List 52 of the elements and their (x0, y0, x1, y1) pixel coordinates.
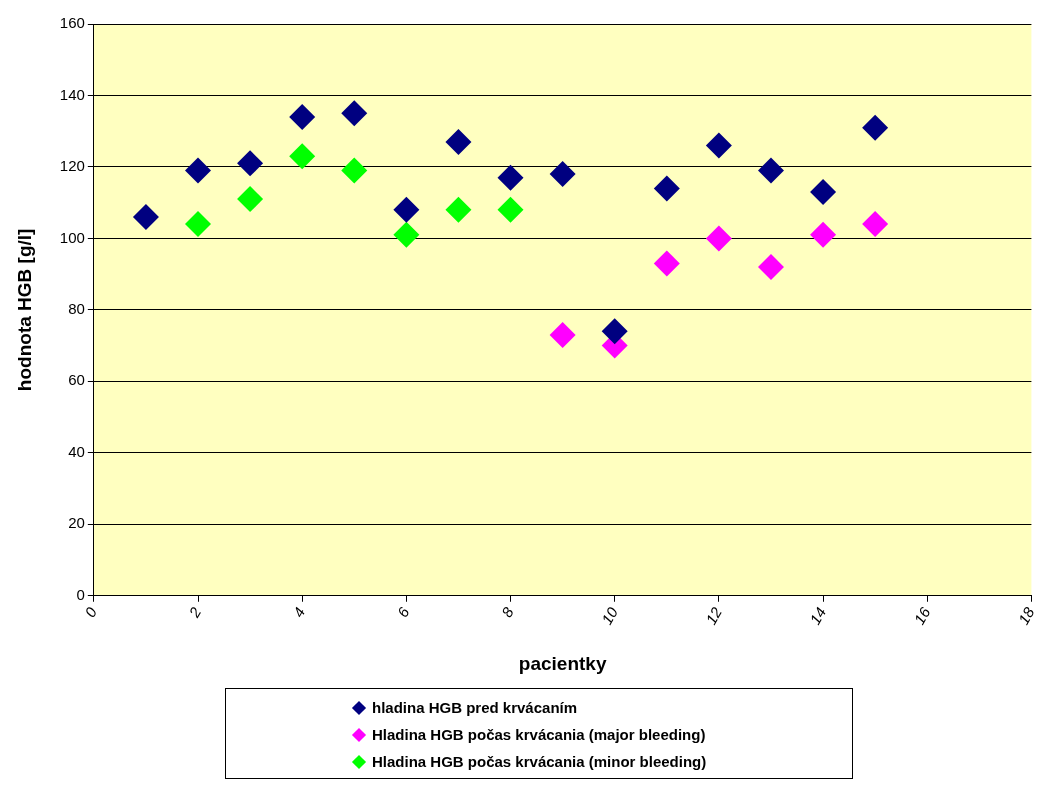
y-tick-label: 120 (59, 157, 85, 175)
point (445, 196, 472, 223)
legend-label: Hladina HGB počas krvácania (minor bleeding) (372, 753, 707, 770)
x-tick-label: 14 (806, 604, 830, 628)
x-axis-title: pacientky (518, 652, 607, 674)
point (862, 211, 889, 238)
point (810, 221, 837, 248)
point (393, 196, 420, 223)
x-tick-label: 16 (910, 603, 934, 628)
y-tick-label: 0 (76, 585, 85, 603)
x-tick-label: 0 (81, 603, 101, 621)
point (445, 128, 472, 155)
point (341, 100, 368, 127)
point (185, 211, 211, 238)
point (653, 175, 680, 202)
point (549, 321, 576, 348)
point (497, 164, 524, 191)
point (393, 221, 420, 248)
legend-label: Hladina HGB počas krvácania (major bleeding) (372, 726, 706, 743)
x-tick-label: 8 (497, 603, 518, 621)
y-tick-label: 140 (59, 85, 85, 103)
point (862, 114, 889, 141)
point (185, 157, 211, 184)
point (132, 203, 159, 230)
y-tick-label: 20 (68, 514, 85, 532)
y-tick-label: 80 (68, 300, 85, 318)
point (601, 318, 628, 345)
point (237, 150, 264, 177)
legend-label: hladina HGB pred krvácaním (372, 699, 578, 716)
point (705, 132, 732, 159)
x-tick-label: 12 (702, 603, 726, 628)
point (653, 250, 680, 277)
point (497, 196, 524, 223)
x-tick-label: 2 (184, 603, 205, 621)
point (341, 157, 368, 184)
point (549, 161, 576, 188)
y-tick-label: 60 (68, 371, 85, 389)
point (289, 103, 316, 130)
point (237, 186, 264, 213)
point (810, 178, 837, 205)
y-tick-label: 160 (59, 14, 85, 32)
point (757, 157, 784, 184)
x-tick-label: 4 (289, 604, 309, 621)
point (757, 253, 784, 280)
y-tick-label: 40 (68, 442, 85, 460)
point (289, 143, 316, 170)
x-tick-label: 10 (597, 603, 622, 628)
y-tick-label: 100 (59, 228, 85, 246)
y-axis-title: hodnota HGB [g/l] (13, 228, 35, 392)
x-tick-label: 6 (393, 603, 413, 621)
point (705, 225, 732, 252)
x-tick-label: 18 (1014, 603, 1038, 628)
